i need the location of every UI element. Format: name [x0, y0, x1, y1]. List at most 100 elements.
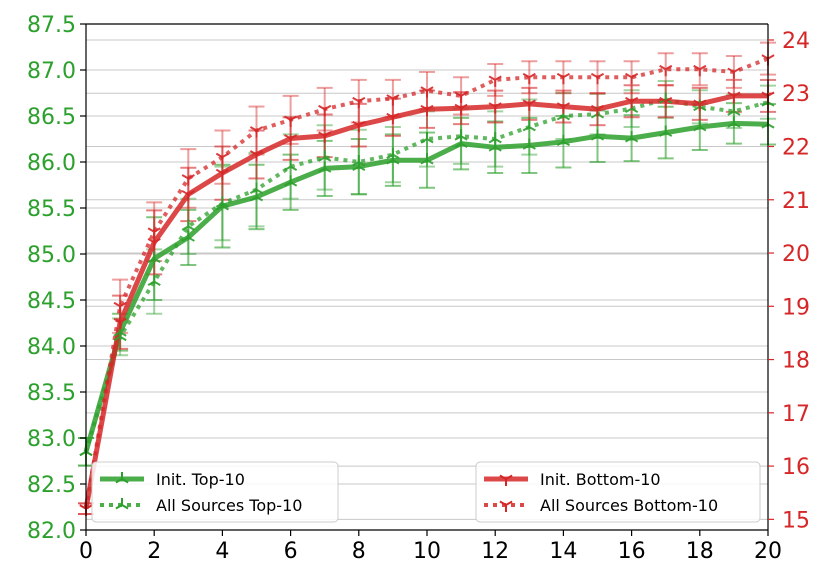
series-marker-0 [249, 189, 264, 202]
series-marker-0 [284, 175, 298, 187]
series-marker-2 [181, 190, 195, 202]
series-marker-1 [215, 196, 229, 208]
series-marker-3 [249, 126, 264, 138]
series-marker-2 [352, 120, 366, 133]
series-marker-3 [147, 227, 161, 239]
left-tick-label: 83.5 [27, 381, 76, 406]
series-marker-3 [693, 64, 707, 77]
series-marker-2 [693, 99, 707, 111]
series-marker-1 [488, 132, 502, 144]
right-tick-label: 22 [782, 136, 810, 161]
legend-label: All Sources Top-10 [156, 496, 302, 515]
right-tick-label: 17 [782, 402, 810, 427]
left-tick-label: 84.5 [27, 289, 76, 314]
right-tick-label: 21 [782, 189, 810, 214]
series-marker-2 [727, 91, 741, 103]
series-marker-1 [522, 120, 536, 132]
series-marker-2 [556, 102, 570, 114]
series-marker-1 [386, 147, 400, 160]
series-marker-2 [386, 112, 400, 125]
series-marker-3 [215, 152, 229, 165]
series-line-1 [84, 97, 769, 453]
right-tick-label: 15 [782, 508, 810, 533]
x-tick-label: 16 [618, 539, 646, 564]
series-marker-2 [284, 134, 298, 146]
series-marker-1 [249, 182, 264, 194]
x-tick-label: 20 [754, 539, 782, 564]
series-marker-3 [590, 72, 605, 85]
legend-swatch-marker [115, 498, 129, 510]
series-marker-0 [454, 136, 468, 148]
series-marker-3 [181, 174, 195, 186]
legend-box-0 [91, 461, 339, 523]
series-marker-3 [659, 64, 673, 77]
series-marker-3 [113, 301, 127, 314]
series-marker-1 [181, 219, 195, 231]
series-marker-0 [659, 125, 673, 137]
series-marker-0 [625, 131, 639, 143]
x-tick-label: 2 [147, 539, 161, 564]
series-marker-0 [420, 153, 434, 165]
series-markers [79, 54, 775, 516]
series-marker-0 [727, 116, 741, 128]
left-tick-label: 86.0 [27, 151, 76, 176]
series-marker-2 [113, 317, 127, 330]
series-marker-2 [659, 96, 673, 109]
legends: Init. Top-10 All Sources Top-10 Init. Bott… [91, 461, 761, 523]
series-marker-3 [488, 75, 502, 87]
left-tick-label: 82.0 [27, 519, 76, 544]
series-marker-0 [147, 251, 161, 263]
legend-swatch-marker [115, 472, 129, 484]
series-marker-2 [488, 102, 502, 114]
left-tick-label: 86.5 [27, 105, 76, 130]
right-tick-label: 16 [782, 455, 810, 480]
left-tick-label: 82.5 [27, 473, 76, 498]
right-tick-label: 20 [782, 242, 810, 267]
series-marker-1 [147, 274, 161, 286]
legend-label: All Sources Bottom-10 [540, 496, 718, 515]
series-marker-0 [556, 134, 570, 147]
right-tick-label: 23 [782, 82, 810, 107]
series-marker-3 [454, 91, 468, 103]
left-tick-label: 87.0 [27, 59, 76, 84]
x-tick-label: 0 [79, 539, 93, 564]
series-marker-0 [522, 138, 536, 150]
legend-swatch-marker [499, 500, 513, 512]
legend-box-1 [475, 461, 761, 523]
series-marker-2 [249, 150, 264, 162]
series-marker-2 [522, 99, 536, 111]
tick-labels: 82.0 82.5 83.0 83.5 84.0 84.5 85.0 85.5 86.0 86.5… [27, 13, 810, 564]
legend-label: Init. Top-10 [156, 470, 245, 489]
series-marker-3 [420, 86, 434, 98]
series-marker-1 [113, 329, 127, 342]
right-tick-label: 18 [782, 349, 810, 374]
x-tick-label: 6 [284, 539, 298, 564]
axes [80, 23, 774, 536]
series-marker-3 [727, 67, 741, 79]
x-tick-label: 14 [549, 539, 577, 564]
x-tick-label: 10 [413, 539, 441, 564]
left-tick-label: 84.0 [27, 335, 76, 360]
series-marker-2 [625, 96, 639, 109]
series-marker-1 [727, 104, 741, 116]
series-marker-1 [318, 150, 332, 162]
legend-swatch-marker [499, 474, 513, 486]
series-marker-3 [386, 94, 400, 106]
series-marker-1 [420, 132, 434, 144]
series-marker-2 [420, 104, 434, 117]
series-line-3 [84, 56, 769, 510]
right-tick-label: 24 [782, 29, 810, 54]
x-tick-label: 18 [686, 539, 714, 564]
series-marker-3 [625, 72, 639, 85]
series-marker-3 [352, 96, 366, 109]
series-marker-0 [693, 120, 707, 132]
series-marker-3 [556, 72, 570, 85]
series-marker-1 [454, 129, 468, 141]
series-marker-2 [215, 168, 229, 181]
series-marker-0 [318, 161, 332, 173]
series-marker-3 [318, 104, 332, 117]
left-tick-label: 87.5 [27, 13, 76, 38]
x-tick-label: 4 [215, 539, 229, 564]
right-tick-label: 19 [782, 295, 810, 320]
